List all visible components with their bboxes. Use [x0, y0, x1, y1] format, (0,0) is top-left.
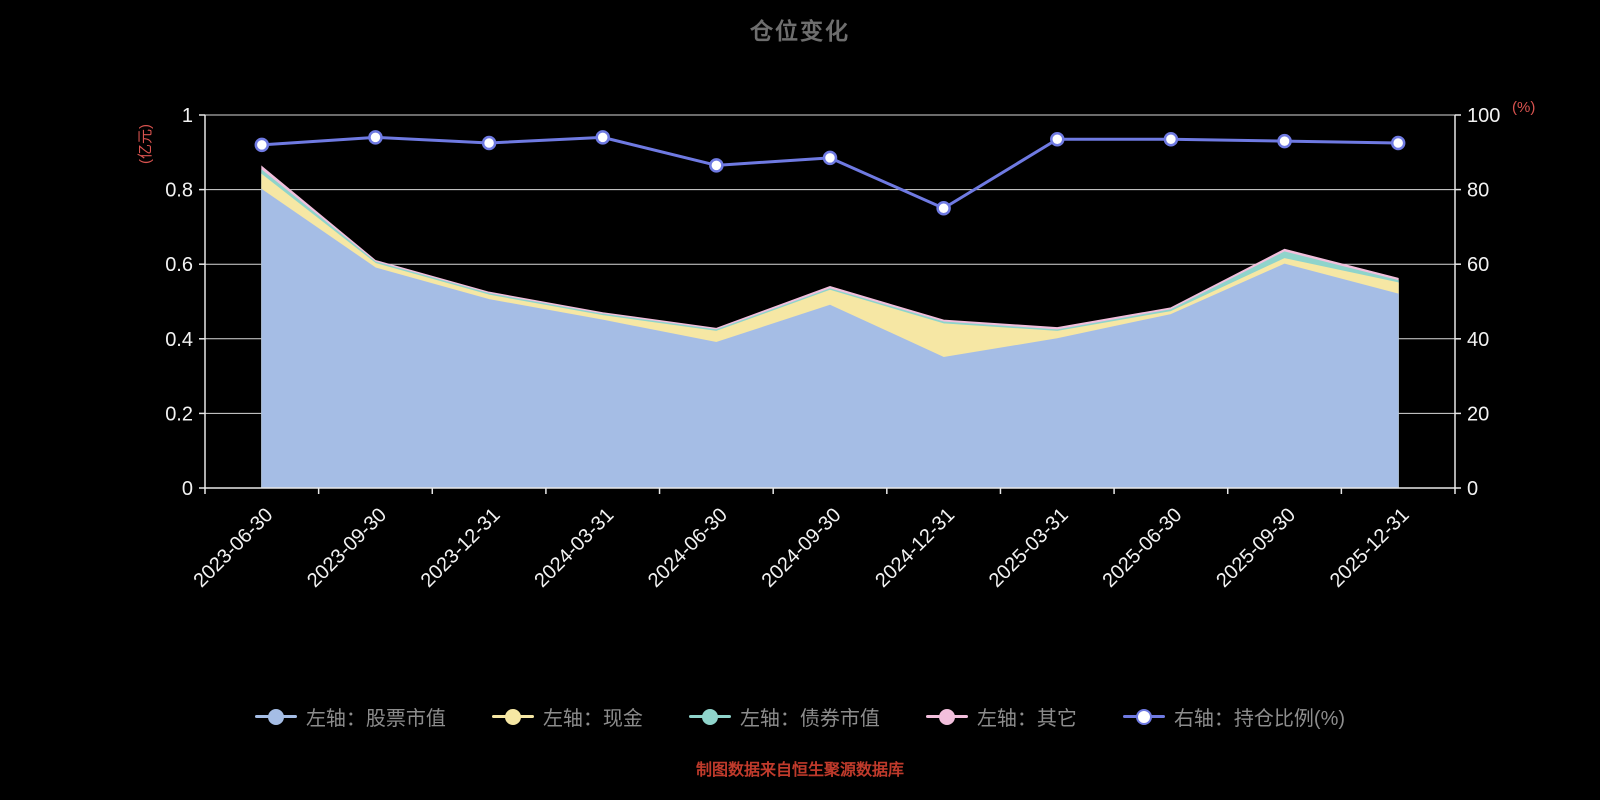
left-tick-label: 0.4: [165, 329, 193, 351]
legend-label-ratio: 右轴：持仓比例(%): [1173, 708, 1346, 730]
right-tick-label: 20: [1467, 403, 1489, 425]
x-tick-label: 2024-12-31: [871, 504, 959, 592]
x-tick-label: 2023-09-30: [303, 504, 391, 592]
legend-label-cash: 左轴：现金: [542, 708, 643, 730]
legend-marker-dot: [1135, 708, 1152, 725]
legend-item-cash[interactable]: 左轴：现金: [491, 702, 643, 731]
x-tick-label: 2025-06-30: [1099, 504, 1187, 592]
ratio-marker: [936, 201, 951, 216]
legend-marker-dot: [701, 708, 718, 725]
legend-label-stock: 左轴：股票市值: [305, 708, 446, 730]
ratio-marker: [709, 158, 724, 173]
legend-marker-bond-icon: [688, 708, 731, 726]
ratio-marker: [822, 150, 838, 166]
stacked-areas: [261, 165, 1399, 489]
legend-marker-other-icon: [925, 708, 968, 726]
x-tick-label: 2023-06-30: [189, 504, 277, 592]
legend-marker-dot: [938, 708, 955, 725]
left-tick-label: 1: [182, 105, 193, 127]
left-axis-unit: (亿元): [137, 124, 154, 164]
legend-marker-cash-icon: [491, 708, 534, 726]
x-tick-label: 2024-06-30: [644, 504, 732, 592]
left-tick-label: 0.6: [165, 254, 193, 276]
legend-item-ratio[interactable]: 右轴：持仓比例(%): [1122, 702, 1346, 731]
left-tick-label: 0: [182, 478, 193, 500]
legend-marker-stock-icon: [254, 708, 297, 726]
ratio-marker: [1050, 131, 1065, 147]
right-tick-label: 100: [1467, 105, 1500, 127]
chart-caption: 制图数据来自恒生聚源数据库: [695, 762, 904, 779]
legend-item-other[interactable]: 左轴：其它: [925, 702, 1077, 731]
ratio-marker: [1277, 133, 1292, 149]
ratio-marker: [595, 130, 610, 145]
x-tick-label: 2025-09-30: [1212, 504, 1300, 592]
legend-label-other: 左轴：其它: [976, 708, 1077, 730]
ratio-line-series: [254, 130, 1406, 216]
x-tick-label: 2023-12-31: [417, 504, 505, 592]
legend-item-bond[interactable]: 左轴：债券市值: [688, 702, 880, 731]
area-stock: [261, 188, 1399, 489]
ratio-marker: [254, 137, 270, 153]
x-tick-label: 2025-12-31: [1326, 504, 1414, 592]
ratio-marker: [1163, 131, 1179, 147]
ratio-marker: [481, 135, 497, 151]
ratio-marker: [1390, 135, 1406, 151]
right-tick-label: 0: [1467, 478, 1478, 500]
ratio-marker: [368, 130, 383, 145]
legend-item-stock[interactable]: 左轴：股票市值: [254, 702, 446, 731]
right-axis-unit: (%): [1512, 99, 1535, 116]
legend: 左轴：股票市值 左轴：现金 左轴：债券市值 左轴：其它 右轴：持仓比例(%): [0, 702, 1600, 731]
legend-marker-dot: [504, 708, 521, 725]
right-tick-label: 60: [1467, 254, 1489, 276]
x-tick-label: 2024-03-31: [530, 504, 618, 592]
right-tick-label: 80: [1467, 180, 1489, 202]
x-tick-label: 2025-03-31: [985, 504, 1073, 592]
x-tick-label: 2024-09-30: [758, 504, 846, 592]
legend-label-bond: 左轴：债券市值: [739, 708, 880, 730]
right-tick-label: 40: [1467, 329, 1489, 351]
legend-marker-dot: [267, 708, 284, 725]
chart-title: 仓位变化: [750, 18, 850, 44]
left-tick-label: 0.8: [165, 180, 193, 202]
ratio-line: [260, 135, 1400, 210]
left-tick-label: 0.2: [165, 403, 193, 425]
legend-marker-ratio-icon: [1122, 708, 1165, 726]
